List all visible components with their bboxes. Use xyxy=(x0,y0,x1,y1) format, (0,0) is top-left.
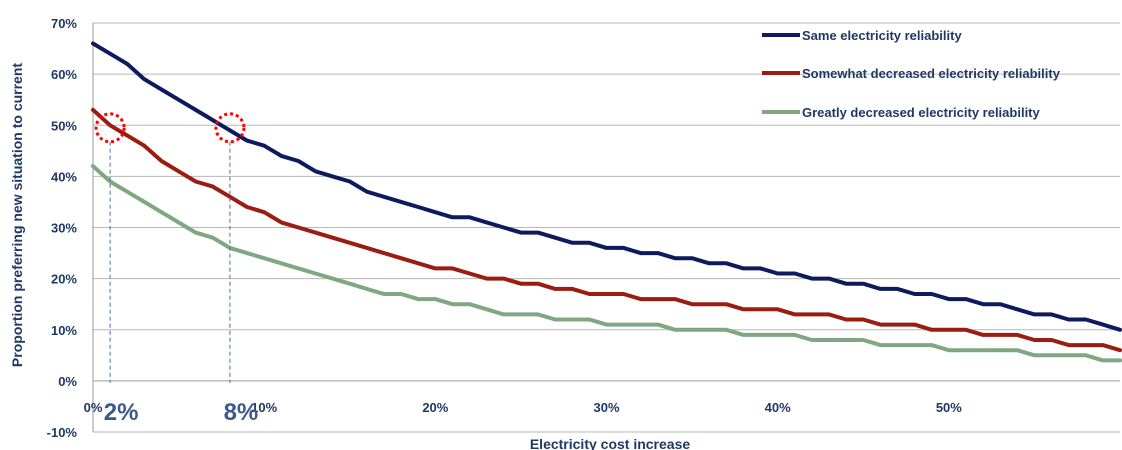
series-lines xyxy=(91,41,1122,363)
y-tick-label: 50% xyxy=(51,118,77,133)
x-tick-label: 20% xyxy=(422,400,448,415)
x-tick-label: 50% xyxy=(936,400,962,415)
x-axis-label: Electricity cost increase xyxy=(530,436,691,450)
annotation-label: 2% xyxy=(104,399,139,426)
series-line-1 xyxy=(91,41,1122,332)
y-tick-label: 30% xyxy=(51,221,77,236)
gridlines xyxy=(92,22,1120,433)
annotation-circle xyxy=(94,112,126,144)
x-tick-label: 0% xyxy=(84,400,103,415)
annotation-label: 8% xyxy=(224,399,259,426)
y-tick-label: 10% xyxy=(51,323,77,338)
y-tick-label: 40% xyxy=(51,169,77,184)
legend: Same electricity reliability Somewhat dec… xyxy=(762,28,1061,120)
legend-label: Same electricity reliability xyxy=(802,28,962,43)
y-tick-label: 60% xyxy=(51,67,77,82)
legend-label: Somewhat decreased electricity reliabili… xyxy=(802,66,1061,81)
series-line-3 xyxy=(91,164,1122,363)
y-axis-ticks: 70% 60% 50% 40% 30% 20% 10% 0% -10% xyxy=(47,16,78,440)
x-axis-ticks: 0% 10% 20% 30% 40% 50% xyxy=(84,400,963,415)
y-tick-label: -10% xyxy=(47,425,78,440)
annotation-circle xyxy=(214,112,246,144)
y-axis-label: Proportion preferring new situation to c… xyxy=(9,63,25,367)
x-tick-label: 30% xyxy=(593,400,619,415)
legend-label: Greatly decreased electricity reliabilit… xyxy=(802,105,1041,120)
series-line-2 xyxy=(91,107,1122,353)
x-tick-label: 40% xyxy=(765,400,791,415)
y-tick-label: 0% xyxy=(58,374,77,389)
x-tick-label: 10% xyxy=(251,400,277,415)
y-tick-label: 70% xyxy=(51,16,77,31)
y-tick-label: 20% xyxy=(51,272,77,287)
annotations: 2% 8% xyxy=(94,112,259,426)
